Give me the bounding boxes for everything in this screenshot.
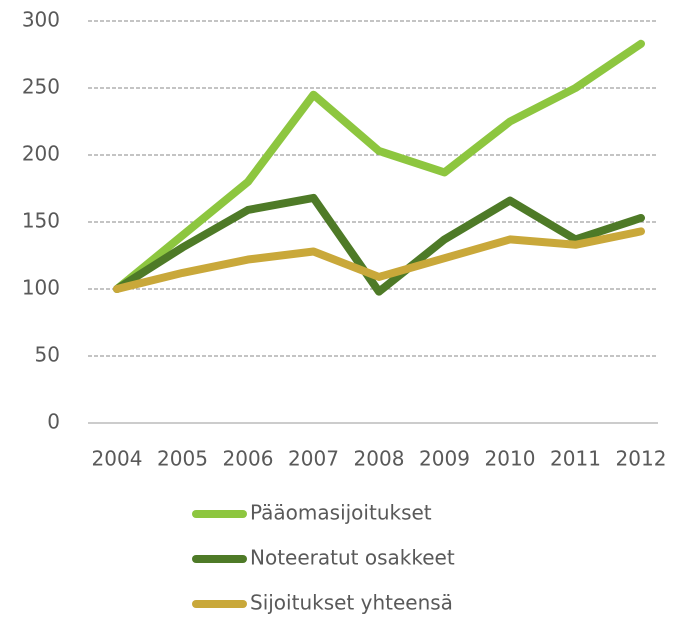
- y-tick-label: 100: [22, 276, 60, 300]
- y-tick-label: 150: [22, 209, 60, 233]
- y-tick-label: 50: [35, 343, 60, 367]
- x-tick-label: 2005: [157, 447, 208, 471]
- legend-label: Noteeratut osakkeet: [250, 546, 455, 570]
- legend-label: Sijoitukset yhteensä: [250, 591, 453, 615]
- y-tick-label: 250: [22, 75, 60, 99]
- x-tick-label: 2006: [223, 447, 274, 471]
- x-tick-label: 2007: [288, 447, 339, 471]
- x-tick-label: 2011: [550, 447, 601, 471]
- x-tick-label: 2010: [485, 447, 536, 471]
- y-tick-label: 300: [22, 8, 60, 32]
- y-tick-label: 200: [22, 142, 60, 166]
- x-tick-label: 2008: [354, 447, 405, 471]
- series-line: [113, 193, 645, 296]
- series-line: [113, 39, 645, 293]
- x-tick-label: 2012: [616, 447, 667, 471]
- series-line: [113, 227, 645, 293]
- legend-label: Pääomasijoitukset: [250, 501, 432, 525]
- x-tick-label: 2009: [419, 447, 470, 471]
- y-tick-label: 0: [47, 410, 60, 434]
- x-tick-label: 2004: [92, 447, 143, 471]
